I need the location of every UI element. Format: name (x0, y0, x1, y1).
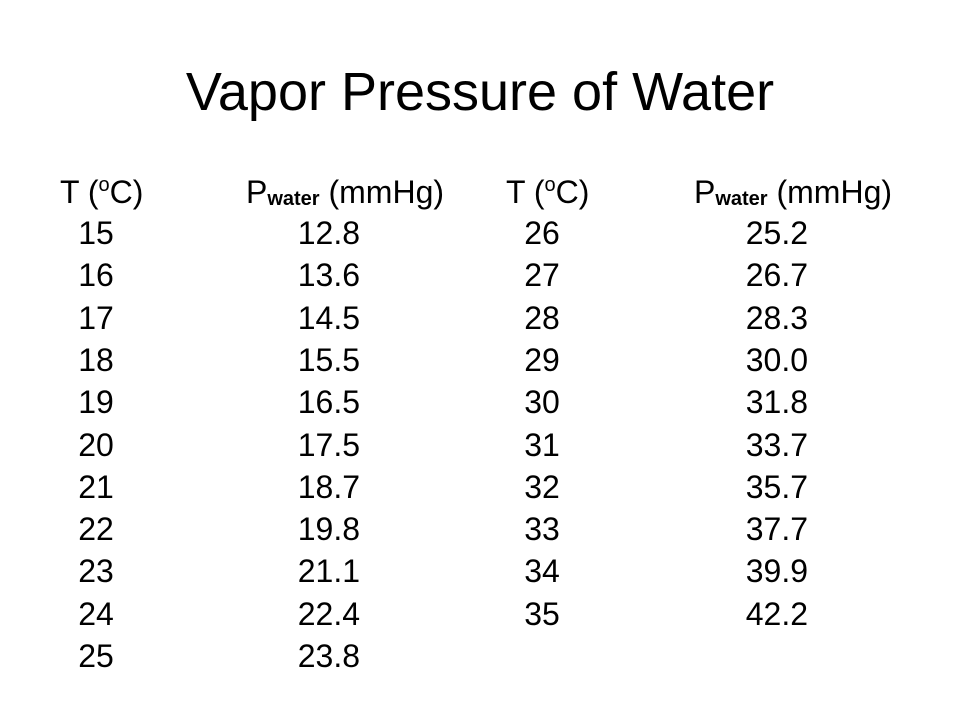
temperature-cell: 26 (524, 215, 560, 251)
pressure-header-subscript: water (267, 188, 320, 210)
temperature-header-right: T (oC) (506, 172, 589, 212)
temperature-cell: 28 (524, 300, 560, 336)
degree-superscript: o (98, 174, 110, 196)
pressure-cell: 12.8 (297, 215, 360, 251)
pressure-header-symbol: P (246, 174, 268, 210)
pressure-cell: 31.8 (745, 384, 808, 420)
pressure-cell: 15.5 (297, 342, 360, 378)
pressure-cell: 25.2 (745, 215, 808, 251)
temperature-cell: 15 (78, 215, 114, 251)
temperature-cell: 33 (524, 511, 560, 547)
pressure-header-subscript: water (715, 188, 768, 210)
pressure-cell: 37.7 (745, 511, 808, 547)
pressure-header-left: Pwater (mmHg) (246, 172, 444, 212)
temperature-cell: 27 (524, 257, 560, 293)
temperature-cell: 30 (524, 384, 560, 420)
pressure-cell: 13.6 (297, 257, 360, 293)
temperature-header-left: T (oC) (60, 172, 143, 212)
pressure-cell: 17.5 (297, 427, 360, 463)
pressure-cell: 19.8 (297, 511, 360, 547)
temperature-cell: 17 (78, 300, 114, 336)
pressure-cell: 14.5 (297, 300, 360, 336)
pressure-cell: 21.1 (297, 553, 360, 589)
pressure-cell: 42.2 (745, 596, 808, 632)
temperature-header-prefix: T ( (506, 174, 545, 210)
temperature-cell: 18 (78, 342, 114, 378)
temperature-cell: 35 (524, 596, 560, 632)
degree-superscript: o (544, 174, 556, 196)
temperature-cell: 24 (78, 596, 114, 632)
temperature-cell: 22 (78, 511, 114, 547)
temperature-cell: 34 (524, 553, 560, 589)
temperature-cell: 23 (78, 553, 114, 589)
pressure-cell: 30.0 (745, 342, 808, 378)
pressure-header-unit: (mmHg) (767, 174, 893, 210)
pressure-header-symbol: P (694, 174, 716, 210)
pressure-cell: 26.7 (745, 257, 808, 293)
temperature-header-suffix: C) (555, 174, 590, 210)
temperature-cell: 21 (78, 469, 114, 505)
pressure-cell: 39.9 (745, 553, 808, 589)
temperature-header-suffix: C) (109, 174, 144, 210)
temperature-header-prefix: T ( (60, 174, 99, 210)
pressure-cell: 16.5 (297, 384, 360, 420)
temperature-cell: 16 (78, 257, 114, 293)
pressure-cell: 35.7 (745, 469, 808, 505)
pressure-header-right: Pwater (mmHg) (694, 172, 892, 212)
temperature-cell: 25 (78, 638, 114, 674)
pressure-cell: 33.7 (745, 427, 808, 463)
temperature-cell: 20 (78, 427, 114, 463)
slide-title: Vapor Pressure of Water (185, 62, 775, 122)
pressure-cell: 18.7 (297, 469, 360, 505)
pressure-cell: 22.4 (297, 596, 360, 632)
temperature-cell: 32 (524, 469, 560, 505)
pressure-cell: 28.3 (745, 300, 808, 336)
temperature-cell: 31 (524, 427, 560, 463)
pressure-header-unit: (mmHg) (319, 174, 445, 210)
pressure-cell: 23.8 (297, 638, 360, 674)
temperature-cell: 19 (78, 384, 114, 420)
temperature-cell: 29 (524, 342, 560, 378)
